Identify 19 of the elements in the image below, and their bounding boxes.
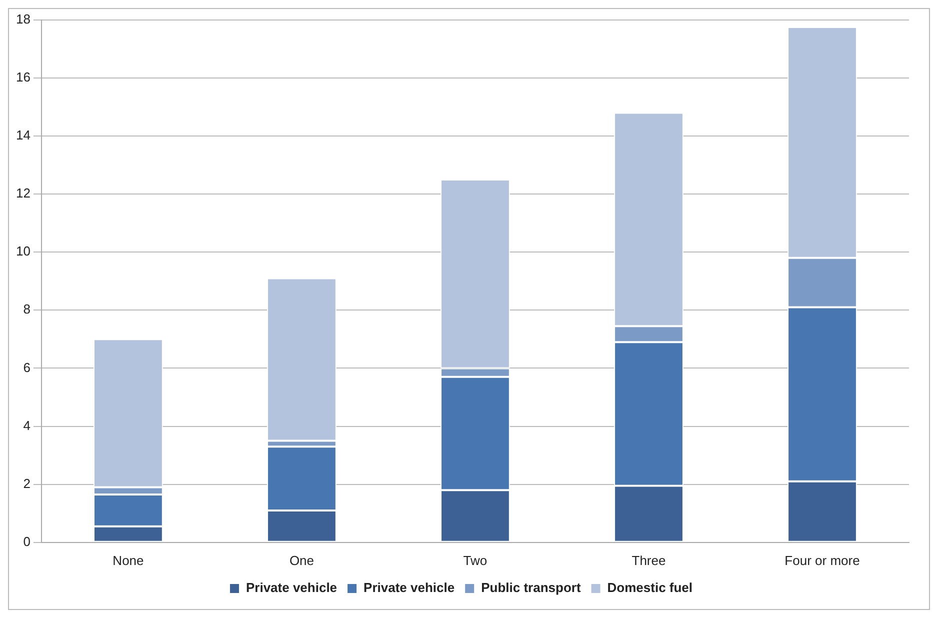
- y-tick-label: 14: [16, 128, 30, 143]
- y-tick-label: 6: [23, 360, 30, 375]
- y-tick-label: 0: [23, 534, 30, 549]
- x-tick-label: One: [289, 552, 314, 568]
- y-tick-label: 8: [23, 302, 30, 317]
- y-tick-label: 4: [23, 418, 30, 433]
- legend-label: Public transport: [481, 580, 582, 596]
- y-tick-label: 18: [16, 11, 30, 26]
- y-tick-label: 12: [16, 186, 30, 201]
- y-tick-label: 2: [23, 476, 30, 491]
- y-tick-label: 16: [16, 69, 30, 84]
- y-tick-label: 10: [16, 244, 30, 259]
- x-tick-label: Three: [632, 552, 666, 568]
- legend-label: Private vehicle: [246, 580, 338, 596]
- x-tick-label: None: [112, 552, 144, 568]
- x-tick-label: Two: [463, 552, 488, 568]
- legend-label: Private vehicle: [364, 580, 455, 596]
- legend-label: Domestic fuel: [607, 580, 693, 596]
- x-tick-label: Four or more: [784, 552, 860, 568]
